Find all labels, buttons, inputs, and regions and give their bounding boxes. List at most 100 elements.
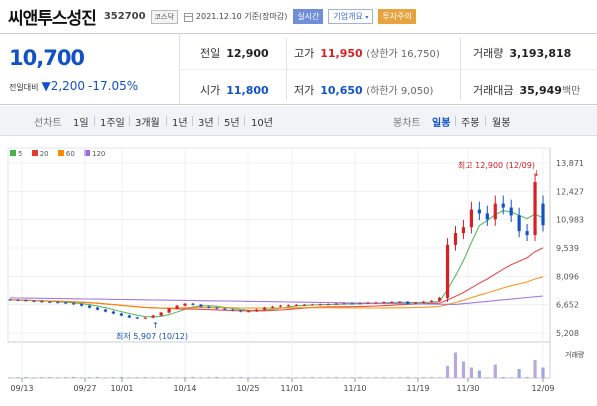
candle-body <box>32 300 36 302</box>
current-price: 10,700 <box>9 46 85 70</box>
quote-date: 2021.12.10 기준(장마감) <box>195 12 288 21</box>
candle-body <box>223 308 227 310</box>
volume-bar <box>79 377 84 379</box>
candle-body <box>469 209 474 228</box>
change-percent: -17.05% <box>88 79 139 93</box>
candle-chart-label: 봉차트 <box>393 118 421 129</box>
volume-bar <box>509 377 513 379</box>
period-10y[interactable]: 10년 <box>251 118 273 129</box>
open-price: 시가 11,800 <box>200 84 269 97</box>
company-overview-label: 기업개요 <box>333 12 363 21</box>
period-3y[interactable]: 3년 <box>198 118 214 129</box>
period-1y[interactable]: 1년 <box>172 118 188 129</box>
volume-bar <box>167 377 171 378</box>
volume-bar <box>64 377 68 379</box>
candle-body <box>318 304 322 306</box>
y-tick-label: 13,871 <box>556 159 584 168</box>
volume-bar <box>294 377 298 379</box>
candle-body <box>477 209 481 214</box>
volume-bar <box>342 377 346 379</box>
volume-bar <box>430 377 434 378</box>
volume-bar <box>24 377 28 378</box>
y-tick-label: 6,652 <box>556 301 579 310</box>
volume-bar <box>16 377 20 379</box>
candle-body <box>302 304 306 306</box>
volume-bar <box>374 377 378 379</box>
volume-bar <box>127 377 131 379</box>
x-tick-label: 11/10 <box>343 384 366 393</box>
period-1d[interactable]: 1일 <box>73 118 89 129</box>
period-1w[interactable]: 1주일 <box>100 118 125 129</box>
period-5y[interactable]: 5년 <box>224 118 240 129</box>
volume-bar <box>278 377 283 379</box>
candle-daily[interactable]: 일봉 <box>432 118 451 129</box>
volume-bar <box>350 377 354 379</box>
volume-bar <box>119 377 123 378</box>
price-change: 전일대비 ▼2,200 -17.05% <box>9 79 141 93</box>
volume-bar <box>477 370 481 378</box>
candle-body <box>56 302 60 304</box>
candle-body <box>199 304 203 307</box>
candle-body <box>517 215 521 232</box>
chevron-down-icon: ▾ <box>365 14 369 21</box>
candle-body <box>533 182 537 236</box>
legend-ma5: 5 <box>10 150 22 158</box>
candle-body <box>334 303 338 305</box>
candle-body <box>72 303 76 305</box>
candle-body <box>461 227 466 234</box>
candle-body <box>350 303 354 305</box>
high-arrow-icon: ↓ <box>533 169 540 178</box>
candle-body <box>453 233 458 245</box>
realtime-button[interactable]: 실시간 <box>293 9 324 24</box>
candle-body <box>79 304 84 306</box>
candle-body <box>119 313 123 316</box>
volume-bar <box>32 377 36 379</box>
company-overview-select[interactable]: 기업개요 ▾ <box>328 9 374 24</box>
x-tick-label: 10/25 <box>236 384 259 393</box>
candle-body <box>493 203 497 220</box>
volume-bar <box>501 377 505 378</box>
volume-bar <box>207 377 211 379</box>
change-label: 전일대비 <box>9 83 39 92</box>
candle-body <box>525 231 529 236</box>
calendar-icon <box>183 13 193 22</box>
volume-bar <box>398 377 402 379</box>
volume-bar <box>366 377 370 379</box>
candle-body <box>167 308 171 313</box>
candle-body <box>159 312 163 316</box>
candle-body <box>48 301 52 303</box>
investment-caution-badge[interactable]: 투자주의 <box>378 9 416 24</box>
volume-bar <box>334 377 338 378</box>
volume-bar <box>151 377 155 379</box>
volume-label: 거래량 <box>565 350 585 359</box>
candle-body <box>366 302 370 304</box>
stock-header: 씨앤투스성진 352700 코스닥 2021.12.10 기준(장마감) 실시간… <box>0 0 597 33</box>
candle-body <box>430 300 434 302</box>
volume-bar <box>223 377 227 379</box>
volume-bar <box>239 377 243 378</box>
candle-body <box>103 309 108 312</box>
y-tick-label: 8,096 <box>556 272 579 281</box>
change-value: 2,200 <box>50 79 86 93</box>
volume-bar <box>135 377 139 379</box>
candle-body <box>215 307 219 309</box>
y-tick-label: 5,208 <box>556 329 579 338</box>
legend-ma120: 120 <box>84 150 105 158</box>
volume-bar <box>103 377 108 379</box>
ma60-line <box>9 276 544 309</box>
period-3m[interactable]: 3개월 <box>135 118 160 129</box>
candle-body <box>231 309 235 311</box>
candle-monthly[interactable]: 월봉 <box>492 118 511 129</box>
candle-body <box>87 305 92 308</box>
candle-body <box>270 306 275 308</box>
x-tick-label: 12/09 <box>531 384 554 393</box>
volume-bar <box>422 377 426 379</box>
candle-weekly[interactable]: 주봉 <box>461 118 480 129</box>
candle-body <box>445 244 450 298</box>
volume-bar <box>231 377 235 379</box>
candle-body <box>342 303 346 305</box>
candle-body <box>255 309 259 312</box>
volume-bar <box>191 377 195 378</box>
candle-body <box>485 213 489 220</box>
